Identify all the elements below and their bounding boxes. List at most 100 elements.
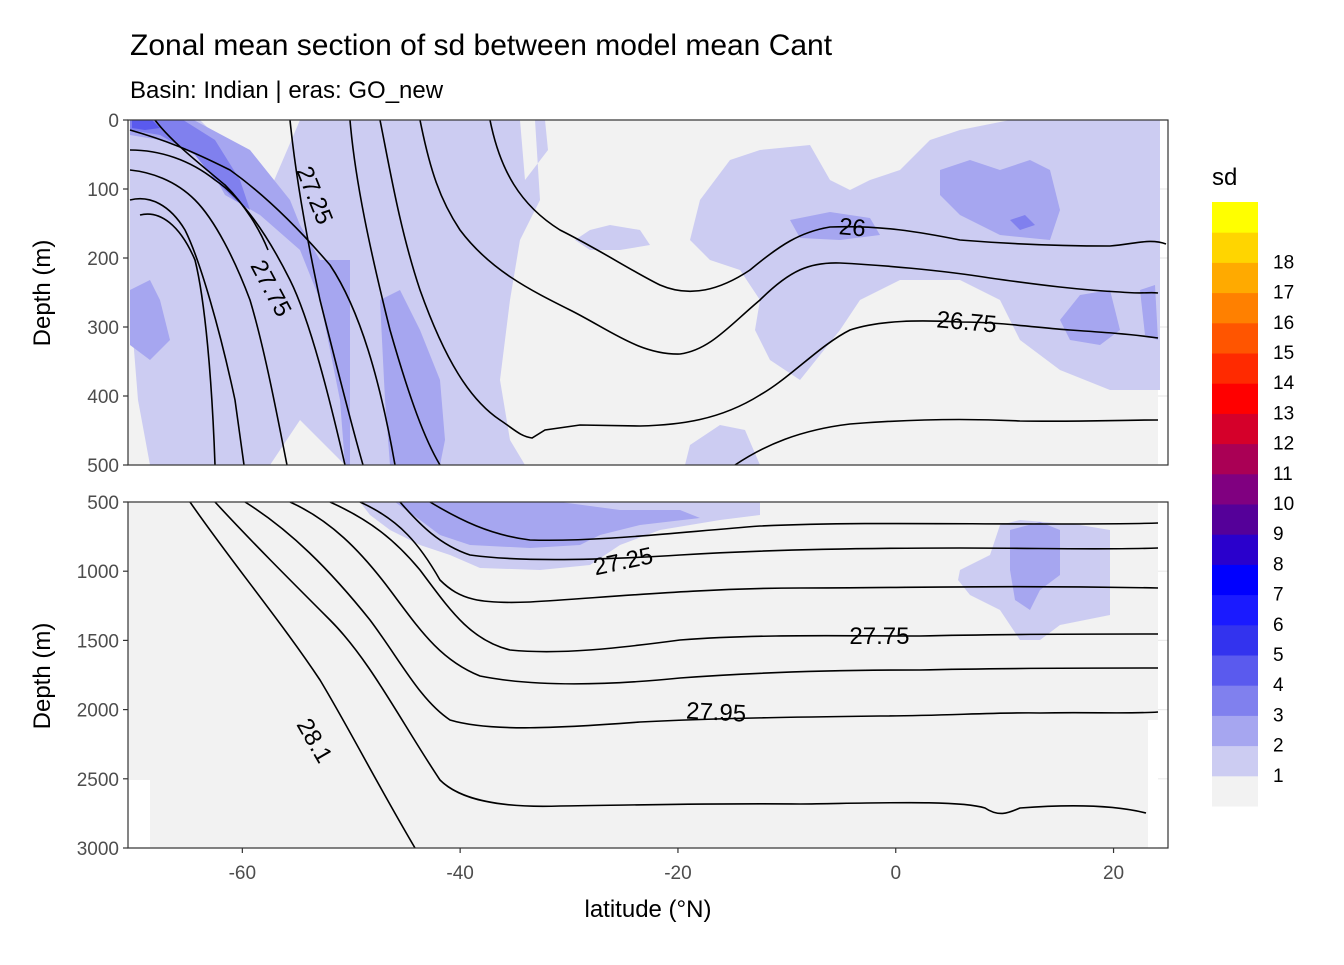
lower-sd-field — [128, 502, 1158, 848]
lower-y-axis: 500 1000 1500 2000 2500 3000 — [77, 493, 128, 860]
legend-label: 16 — [1273, 313, 1294, 334]
legend-label: 4 — [1273, 675, 1284, 696]
lower-isopycnal-contour — [329, 502, 1159, 653]
lower-isopycnal-contour — [244, 502, 1159, 729]
legend-swatch — [1212, 322, 1258, 354]
legend-swatch — [1212, 202, 1258, 233]
upper-isopycnal-contour — [734, 418, 1159, 465]
upper-sd-field — [128, 120, 1160, 465]
upper-y-axis-title: Depth (m) — [29, 240, 56, 347]
legend-swatch — [1212, 534, 1258, 565]
upper-isopycnal-contour — [154, 120, 269, 251]
upper-isopycnal-contour — [129, 198, 245, 465]
x-axis-title: latitude (°N) — [585, 896, 712, 923]
lower-isopycnal-contour — [189, 502, 416, 848]
lower-isopycnal-contour — [399, 502, 1159, 561]
contour-label: 26 — [838, 213, 867, 242]
legend-label: 17 — [1273, 283, 1294, 304]
y-tick-label: 500 — [87, 493, 119, 514]
legend-swatch — [1212, 775, 1258, 807]
legend-swatch — [1212, 594, 1258, 626]
lower-isopycnal-contour — [214, 502, 1147, 815]
upper-sd-level-2-region — [790, 212, 880, 240]
legend-swatch — [1212, 292, 1258, 324]
upper-sd-level-4-region — [132, 120, 160, 130]
y-tick-label: 0 — [108, 111, 119, 132]
lower-y-axis-title: Depth (m) — [29, 623, 56, 730]
upper-sd-level-2-region — [1140, 285, 1158, 340]
legend-label: 13 — [1273, 403, 1294, 424]
contour-label: 27.75 — [849, 623, 909, 650]
x-tick-label: -60 — [229, 863, 256, 884]
upper-sd-level-1-region — [685, 425, 760, 465]
upper-isopycnal-contour — [489, 120, 1167, 293]
upper-y-axis: 0 100 200 300 400 500 — [87, 111, 128, 477]
legend-label: 15 — [1273, 343, 1294, 364]
legend-swatch — [1212, 383, 1258, 414]
y-tick-label: 500 — [87, 456, 119, 477]
y-tick-label: 400 — [87, 387, 119, 408]
upper-isopycnal-contours — [129, 120, 1167, 465]
x-tick-label: 0 — [890, 863, 901, 884]
legend-swatch — [1212, 685, 1258, 716]
y-tick-label: 2000 — [77, 701, 119, 722]
x-tick-label: 20 — [1103, 863, 1124, 884]
upper-panel-border — [127, 119, 1169, 466]
legend-swatch — [1212, 745, 1258, 777]
legend-swatch — [1212, 504, 1258, 535]
upper-isopycnal-contour — [419, 120, 1159, 355]
legend-label: 8 — [1273, 554, 1284, 575]
x-tick-label: -20 — [664, 863, 691, 884]
x-tick-label: -40 — [446, 863, 473, 884]
upper-sd-level-1-region — [575, 225, 650, 250]
upper-isopycnal-contour — [129, 149, 346, 465]
legend-label: 5 — [1273, 645, 1284, 666]
legend-swatch — [1212, 262, 1258, 294]
upper-isopycnal-contour — [379, 120, 1159, 439]
x-axis: -60 -40 -20 0 20 — [229, 848, 1124, 884]
legend-label: 6 — [1273, 615, 1284, 636]
upper-isopycnal-contour — [139, 213, 216, 465]
lower-sd-level-2-region — [1010, 522, 1060, 610]
legend-label: 7 — [1273, 585, 1284, 606]
lower-isopycnal-contour — [429, 502, 1159, 542]
legend-label: 14 — [1273, 373, 1295, 394]
upper-sd-level-2-region — [380, 290, 445, 465]
lower-isopycnal-contours — [189, 502, 1159, 848]
legend-swatch — [1212, 473, 1258, 505]
y-tick-label: 2500 — [77, 770, 119, 791]
legend-swatch — [1212, 655, 1258, 686]
upper-isopycnal-contour — [129, 129, 396, 465]
y-tick-label: 1000 — [77, 562, 119, 583]
contour-label: 26.75 — [936, 306, 998, 338]
lower-sd-level-2-region — [395, 502, 700, 548]
chart-title: Zonal mean section of sd between model m… — [130, 29, 833, 62]
legend-label: 3 — [1273, 705, 1284, 726]
lower-isopycnal-contour — [289, 502, 1159, 685]
y-tick-label: 300 — [87, 318, 119, 339]
y-tick-label: 3000 — [77, 839, 119, 860]
upper-sd-level-2-region — [1060, 290, 1120, 345]
lower-panel-border — [127, 501, 1169, 849]
upper-isopycnal-contour — [289, 120, 364, 465]
lower-isopycnal-contour — [359, 502, 1159, 604]
legend-label: 11 — [1273, 464, 1293, 485]
legend-swatch — [1212, 413, 1258, 445]
contour-label: 27.95 — [685, 698, 746, 728]
legend-swatch — [1212, 624, 1258, 656]
chart-subtitle: Basin: Indian | eras: GO_new — [130, 77, 444, 104]
legend-swatch — [1212, 443, 1258, 475]
legend-swatch — [1212, 715, 1258, 747]
legend-label: 2 — [1273, 736, 1284, 757]
y-tick-label: 1500 — [77, 631, 119, 652]
y-tick-label: 200 — [87, 249, 119, 270]
legend-label: 9 — [1273, 524, 1284, 545]
legend-swatch — [1212, 564, 1258, 596]
upper-sd-level-3-region — [1010, 215, 1035, 230]
upper-sd-level-2-region — [130, 280, 170, 360]
legend-title: sd — [1212, 164, 1237, 191]
legend-label: 1 — [1273, 766, 1284, 787]
